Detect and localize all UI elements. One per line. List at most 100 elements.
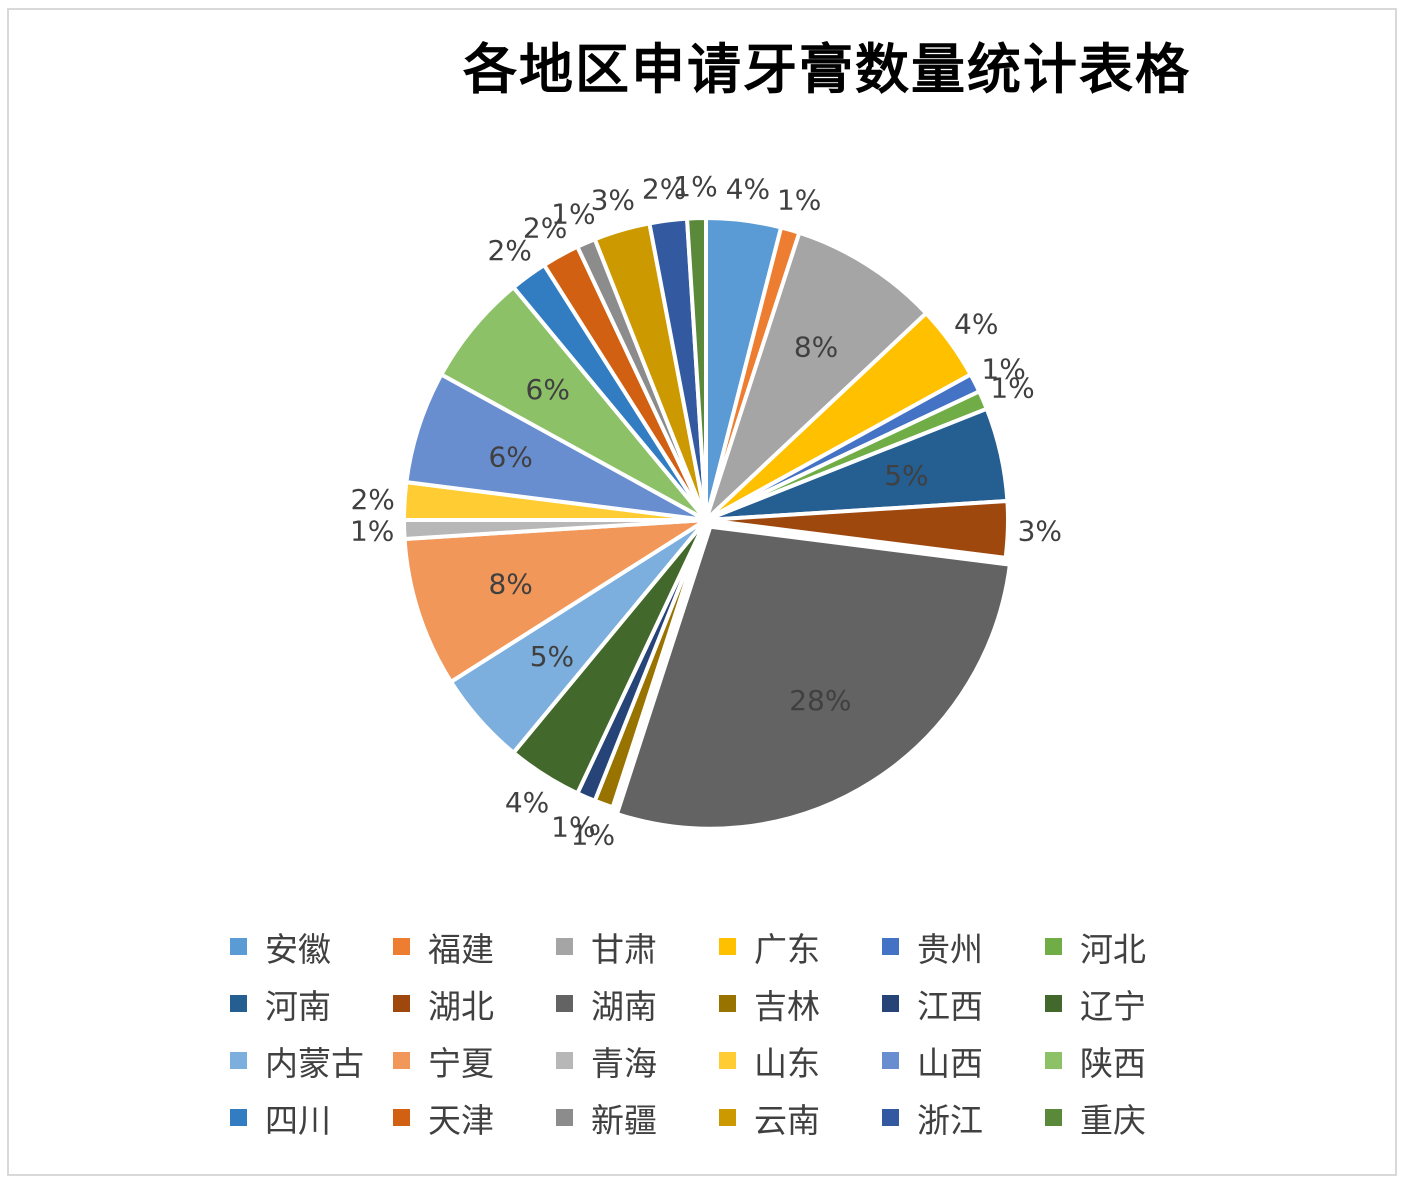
legend-item: 安徽 <box>220 918 383 975</box>
legend-swatch <box>556 938 573 955</box>
slice-label-山西: 6% <box>488 441 532 474</box>
legend-label: 安徽 <box>265 929 331 969</box>
slice-label-内蒙古: 5% <box>530 640 574 673</box>
legend-label: 湖北 <box>428 986 494 1026</box>
legend-swatch <box>719 938 736 955</box>
slice-label-青海: 1% <box>350 514 394 547</box>
legend-label: 福建 <box>428 929 494 969</box>
legend-label: 山西 <box>917 1043 983 1083</box>
legend-swatch <box>1045 995 1062 1012</box>
legend-item: 湖南 <box>546 975 709 1032</box>
legend-swatch <box>719 995 736 1012</box>
chart-title: 各地区申请牙膏数量统计表格 <box>463 38 1191 101</box>
slice-label-浙江: 2% <box>642 173 686 206</box>
pie-slice-甘肃 <box>704 230 929 522</box>
legend-label: 江西 <box>917 986 983 1026</box>
legend-item: 吉林 <box>709 975 872 1032</box>
pie-slice-重庆 <box>685 216 708 522</box>
legend-label: 湖南 <box>591 986 657 1026</box>
legend-swatch <box>882 1109 899 1126</box>
slice-label-河北: 1% <box>990 371 1034 404</box>
legend-label: 山东 <box>754 1043 820 1083</box>
legend-swatch <box>393 1109 410 1126</box>
pie-slice-湖南 <box>614 524 1012 831</box>
legend-item: 湖北 <box>383 975 546 1032</box>
slice-label-安徽: 4% <box>726 173 770 206</box>
legend-item: 福建 <box>383 918 546 975</box>
legend-swatch <box>1045 938 1062 955</box>
legend-item: 广东 <box>709 918 872 975</box>
legend-swatch <box>230 995 247 1012</box>
legend-label: 陕西 <box>1080 1043 1146 1083</box>
legend-swatch <box>882 1052 899 1069</box>
legend-swatch <box>1045 1052 1062 1069</box>
slice-label-天津: 2% <box>523 211 567 244</box>
legend-swatch <box>393 938 410 955</box>
legend-label: 宁夏 <box>428 1043 494 1083</box>
legend-swatch <box>882 995 899 1012</box>
legend-item: 陕西 <box>1035 1032 1198 1089</box>
slice-label-新疆: 1% <box>551 197 595 230</box>
legend-item: 江西 <box>872 975 1035 1032</box>
pie-slice-湖北 <box>704 499 1010 560</box>
slice-label-云南: 3% <box>591 183 635 216</box>
legend-label: 河北 <box>1080 929 1146 969</box>
slice-label-河南: 5% <box>884 459 928 492</box>
legend-label: 贵州 <box>917 929 983 969</box>
legend-item: 天津 <box>383 1089 546 1146</box>
legend-item: 浙江 <box>872 1089 1035 1146</box>
legend-swatch <box>719 1109 736 1126</box>
legend-label: 河南 <box>265 986 331 1026</box>
legend-label: 青海 <box>591 1043 657 1083</box>
pie-slice-宁夏 <box>402 518 708 684</box>
legend-label: 云南 <box>754 1100 820 1140</box>
legend-label: 辽宁 <box>1080 986 1146 1026</box>
legend-item: 重庆 <box>1035 1089 1198 1146</box>
slice-label-宁夏: 8% <box>488 567 532 600</box>
slice-label-吉林: 1% <box>571 818 615 851</box>
slice-label-江西: 1% <box>551 811 595 844</box>
legend-item: 宁夏 <box>383 1032 546 1089</box>
legend-label: 甘肃 <box>591 929 657 969</box>
chart-legend: 安徽 福建 甘肃 广东 贵州 河北河南 湖北 湖南 吉林 江西 辽宁内蒙古 宁夏 青海 山东 山西 陕西四川 天… <box>220 918 1220 1146</box>
legend-item: 四川 <box>220 1089 383 1146</box>
legend-swatch <box>393 1052 410 1069</box>
legend-swatch <box>230 1109 247 1126</box>
legend-item: 内蒙古 <box>220 1032 383 1089</box>
legend-item: 云南 <box>709 1089 872 1146</box>
legend-item: 新疆 <box>546 1089 709 1146</box>
slice-label-广东: 4% <box>954 308 998 341</box>
legend-item: 山西 <box>872 1032 1035 1089</box>
slice-label-山东: 2% <box>350 483 394 516</box>
slice-label-福建: 1% <box>777 183 821 216</box>
legend-swatch <box>556 1109 573 1126</box>
legend-label: 四川 <box>265 1100 331 1140</box>
legend-item: 河南 <box>220 975 383 1032</box>
legend-label: 新疆 <box>591 1100 657 1140</box>
legend-swatch <box>719 1052 736 1069</box>
legend-item: 青海 <box>546 1032 709 1089</box>
legend-swatch <box>1045 1109 1062 1126</box>
legend-item: 贵州 <box>872 918 1035 975</box>
slice-label-甘肃: 8% <box>794 331 838 364</box>
slice-label-辽宁: 4% <box>505 786 549 819</box>
slice-label-陕西: 6% <box>526 373 570 406</box>
slice-label-重庆: 1% <box>673 170 717 203</box>
legend-item: 辽宁 <box>1035 975 1198 1032</box>
legend-swatch <box>230 938 247 955</box>
slice-label-贵州: 1% <box>981 352 1025 385</box>
legend-label: 内蒙古 <box>265 1043 364 1083</box>
slice-label-四川: 2% <box>487 234 531 267</box>
legend-label: 广东 <box>754 929 820 969</box>
legend-swatch <box>393 995 410 1012</box>
legend-item: 河北 <box>1035 918 1198 975</box>
legend-swatch <box>556 1052 573 1069</box>
legend-label: 天津 <box>428 1100 494 1140</box>
legend-label: 吉林 <box>754 986 820 1026</box>
slice-label-湖北: 3% <box>1018 514 1062 547</box>
legend-item: 山东 <box>709 1032 872 1089</box>
legend-swatch <box>882 938 899 955</box>
legend-label: 浙江 <box>917 1100 983 1140</box>
slice-label-湖南: 28% <box>789 684 851 717</box>
